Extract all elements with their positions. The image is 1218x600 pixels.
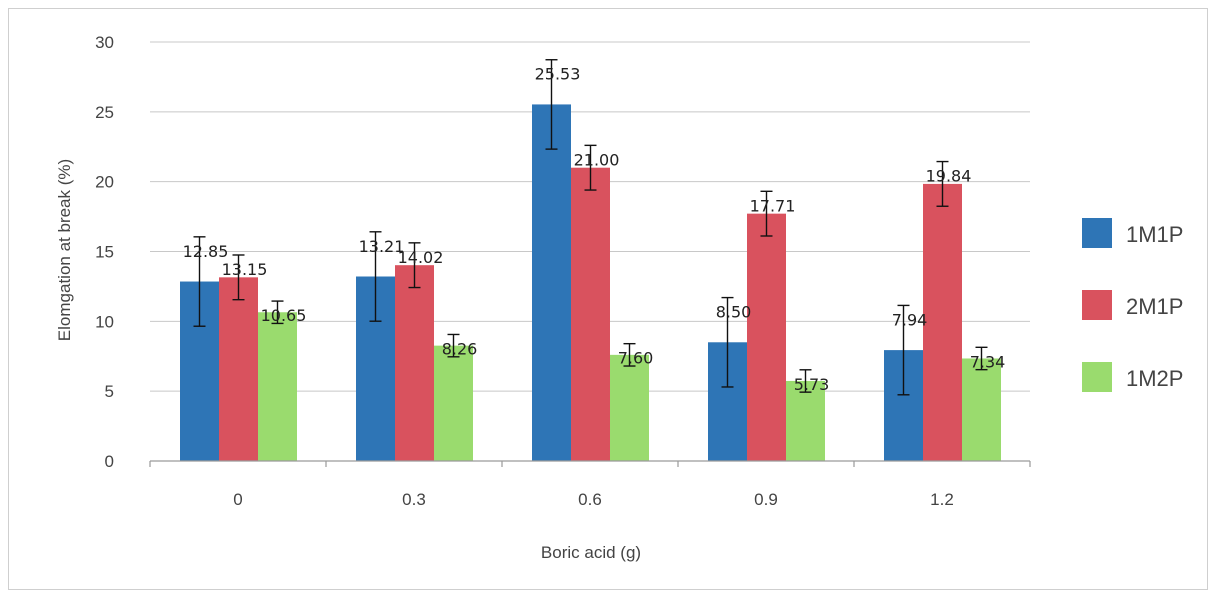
y-axis-ticks: 0 5 10 15 20 25 30 [95,33,114,471]
x-tick-label: 0.6 [578,490,602,509]
x-axis: 0 0.3 0.6 0.9 1.2 [149,460,1031,509]
x-tick-label: 1.2 [930,490,954,509]
bar-1M2P-0.6 [610,354,649,461]
data-label: 8.50 [716,303,752,322]
y-tick-label: 25 [95,103,114,122]
data-label: 25.53 [535,65,581,84]
legend-swatch-2M1P [1082,290,1112,320]
data-label: 7.60 [618,349,654,368]
legend-swatch-1M2P [1082,362,1112,392]
y-tick-label: 20 [95,173,114,192]
bars [180,104,1001,461]
data-label: 14.02 [398,248,444,267]
data-label: 13.15 [222,260,268,279]
data-label: 19.84 [926,167,972,186]
bar-2M1P-0 [219,277,258,461]
bar-2M1P-0.9 [747,213,786,461]
y-axis-title: Elomgation at break (%) [55,159,74,341]
y-tick-label: 10 [95,312,114,331]
bar-2M1P-0.6 [571,167,610,461]
y-tick-label: 15 [95,243,114,262]
x-tick-label: 0.9 [754,490,778,509]
bar-1M2P-0.3 [434,345,473,461]
legend-label: 1M2P [1126,366,1183,391]
data-label: 7.94 [892,310,928,329]
bar-1M2P-0.9 [786,380,825,461]
x-tick-label: 0 [233,490,242,509]
legend-label: 1M1P [1126,222,1183,247]
legend: 1M1P 2M1P 1M2P [1082,218,1183,392]
data-label: 7.34 [970,352,1006,371]
error-bars [193,59,988,396]
bar-1M2P-0 [258,312,297,461]
bar-2M1P-1.2 [923,183,962,461]
data-label: 5.73 [794,375,830,394]
data-label: 10.65 [261,306,307,325]
y-tick-label: 5 [105,382,114,401]
x-axis-title: Boric acid (g) [541,543,641,562]
y-tick-label: 0 [105,452,114,471]
data-label: 8.26 [442,339,478,358]
data-labels: 12.85 13.21 25.53 8.50 7.94 13.15 14.02 21.00 17… [183,65,1006,394]
data-label: 17.71 [750,196,796,215]
data-label: 13.21 [359,237,405,256]
legend-label: 2M1P [1126,294,1183,319]
bar-1M2P-1.2 [962,358,1001,461]
bar-1M1P-0.6 [532,104,571,461]
x-tick-label: 0.3 [402,490,426,509]
data-label: 21.00 [574,150,620,169]
legend-swatch-1M1P [1082,218,1112,248]
data-label: 12.85 [183,242,229,261]
y-tick-label: 30 [95,33,114,52]
bar-2M1P-0.3 [395,265,434,461]
